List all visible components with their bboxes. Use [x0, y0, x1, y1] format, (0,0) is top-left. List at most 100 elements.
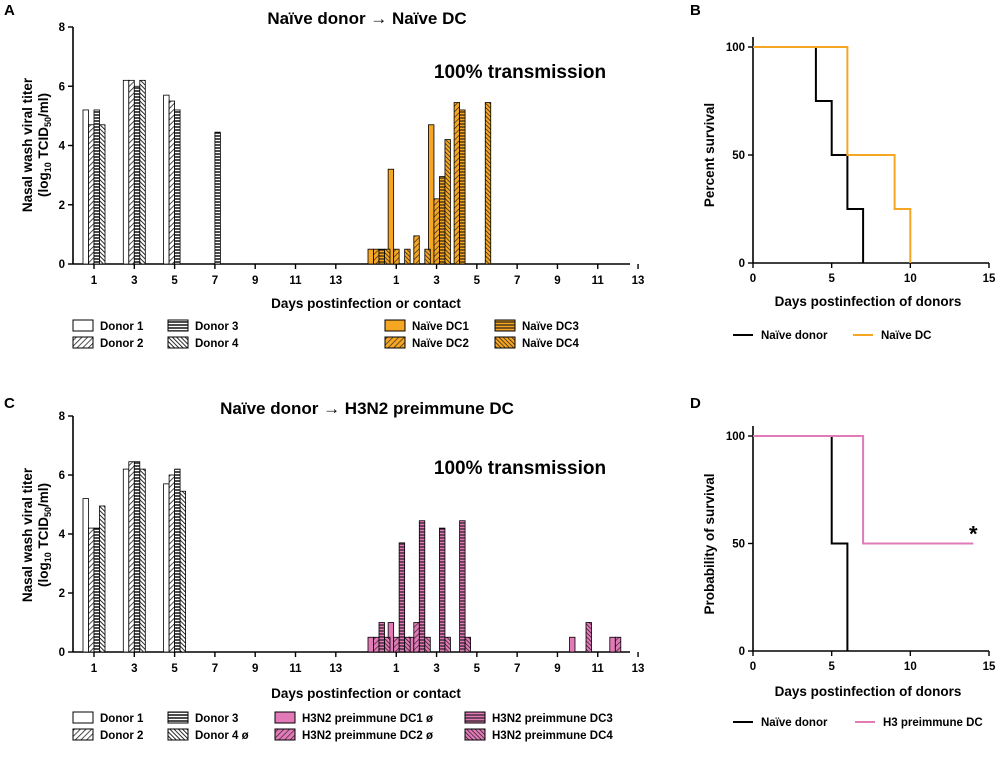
bar [378, 248, 385, 265]
bar [174, 468, 181, 653]
y-tick-label: 0 [59, 647, 65, 659]
bar [99, 505, 106, 653]
bar [398, 542, 406, 653]
bar [133, 461, 141, 653]
x-tick-label: 11 [592, 275, 605, 287]
bar [413, 622, 420, 653]
legend-swatch [274, 728, 296, 741]
panel-letter-d: D [690, 395, 701, 412]
bar [459, 109, 466, 265]
legend-label: Donor 2 [100, 730, 143, 742]
y-tick-label: 0 [739, 646, 745, 658]
x-tick-label: 15 [983, 273, 996, 285]
bar [614, 636, 622, 653]
x-tick-label: 9 [252, 663, 258, 675]
chart-a-annotation: 100% transmission [434, 62, 606, 83]
bar [384, 636, 391, 653]
bar [139, 79, 146, 265]
legend-swatch [464, 728, 486, 741]
y-tick-label: 4 [59, 529, 66, 541]
y-tick-label: 6 [59, 470, 65, 482]
legend-swatch [167, 728, 189, 741]
bar [373, 248, 380, 265]
bar [367, 248, 374, 265]
legend-swatch [72, 319, 94, 332]
y-tick-label: 100 [726, 42, 745, 54]
bar [444, 636, 451, 653]
bar-chart-c: Naïve donor → H3N2 preimmune DC 100% tra… [20, 399, 644, 742]
x-tick-label: 13 [632, 663, 645, 675]
y-tick-label: 50 [732, 539, 745, 551]
chart-c-xlabel: Days postinfection or contact [271, 686, 461, 701]
chart-b-lines [753, 46, 912, 263]
bar [464, 636, 472, 653]
x-tick-label: 3 [131, 275, 137, 287]
bar [393, 248, 400, 265]
panel-letter-c: C [4, 395, 15, 412]
bar [128, 461, 135, 653]
bar [428, 124, 435, 265]
x-tick-label: 1 [91, 663, 98, 675]
bar [88, 124, 95, 265]
bar [133, 85, 141, 265]
legend-label: Naïve DC4 [522, 338, 579, 350]
x-tick-label: 1 [393, 663, 400, 675]
legend-swatch [384, 336, 406, 349]
y-tick-label: 6 [59, 81, 65, 93]
bar [179, 490, 187, 653]
y-tick-label: 4 [59, 141, 66, 153]
legend-label: Donor 1 [100, 713, 144, 725]
y-tick-label: 8 [59, 22, 66, 34]
legend-label: Naïve donor [761, 330, 828, 342]
chart-a-bars [82, 79, 492, 265]
x-tick-label: 0 [750, 273, 756, 285]
chart-c-title: Naïve donor → H3N2 preimmune DC [220, 399, 514, 418]
x-tick-label: 15 [983, 661, 996, 673]
x-tick-label: 5 [828, 661, 835, 673]
survival-chart-b: Days postinfection of donors Percent sur… [702, 37, 996, 342]
legend-swatch [167, 336, 189, 349]
x-tick-label: 3 [131, 663, 137, 675]
bar [418, 520, 426, 653]
bar [88, 527, 95, 653]
chart-d-ylabel: Probability of survival [702, 473, 717, 614]
chart-b-ylabel: Percent survival [702, 103, 717, 207]
chart-a-ylabel-line1: Nasal wash viral titer [20, 77, 35, 212]
bar [459, 520, 466, 653]
bar [168, 474, 176, 653]
x-tick-label: 9 [554, 663, 560, 675]
chart-b-xlabel: Days postinfection of donors [775, 294, 962, 309]
x-tick-label: 13 [632, 275, 645, 287]
bar [122, 79, 130, 265]
bar [174, 109, 181, 265]
survival-chart-d: Days postinfection of donors Probability… [702, 426, 996, 729]
x-tick-label: 11 [289, 275, 302, 287]
legend-swatch [274, 711, 296, 724]
legend-label: H3N2 preimmune DC2 ø [302, 730, 433, 742]
y-tick-label: 0 [59, 259, 65, 271]
bar [82, 498, 89, 653]
bar [453, 102, 461, 265]
x-tick-label: 5 [828, 273, 835, 285]
x-tick-label: 1 [91, 275, 98, 287]
chart-a-title: Naïve donor → Naïve DC [267, 9, 466, 28]
x-tick-label: 10 [904, 273, 917, 285]
chart-b-axes: 0 50 100 0 5 10 15 [726, 37, 996, 285]
chart-b-legend: Naïve donor Naïve DC [733, 330, 932, 342]
bar [378, 622, 385, 653]
x-tick-label: 5 [171, 663, 178, 675]
x-tick-label: 5 [474, 663, 481, 675]
legend-swatch [494, 336, 516, 349]
x-tick-label: 7 [514, 663, 520, 675]
x-tick-label: 11 [592, 663, 605, 675]
legend-label: Donor 4 [195, 338, 239, 350]
bar [93, 109, 100, 265]
chart-c-ylabel-line2: (log10 TCID50/ml) [36, 483, 53, 587]
bar-chart-a: Naïve donor → Naïve DC 100% transmission… [20, 9, 644, 350]
bar [404, 248, 411, 265]
legend-label: Donor 2 [100, 338, 143, 350]
panel-letter-b: B [690, 2, 701, 19]
legend-swatch [384, 319, 406, 332]
x-tick-label: 3 [433, 663, 439, 675]
